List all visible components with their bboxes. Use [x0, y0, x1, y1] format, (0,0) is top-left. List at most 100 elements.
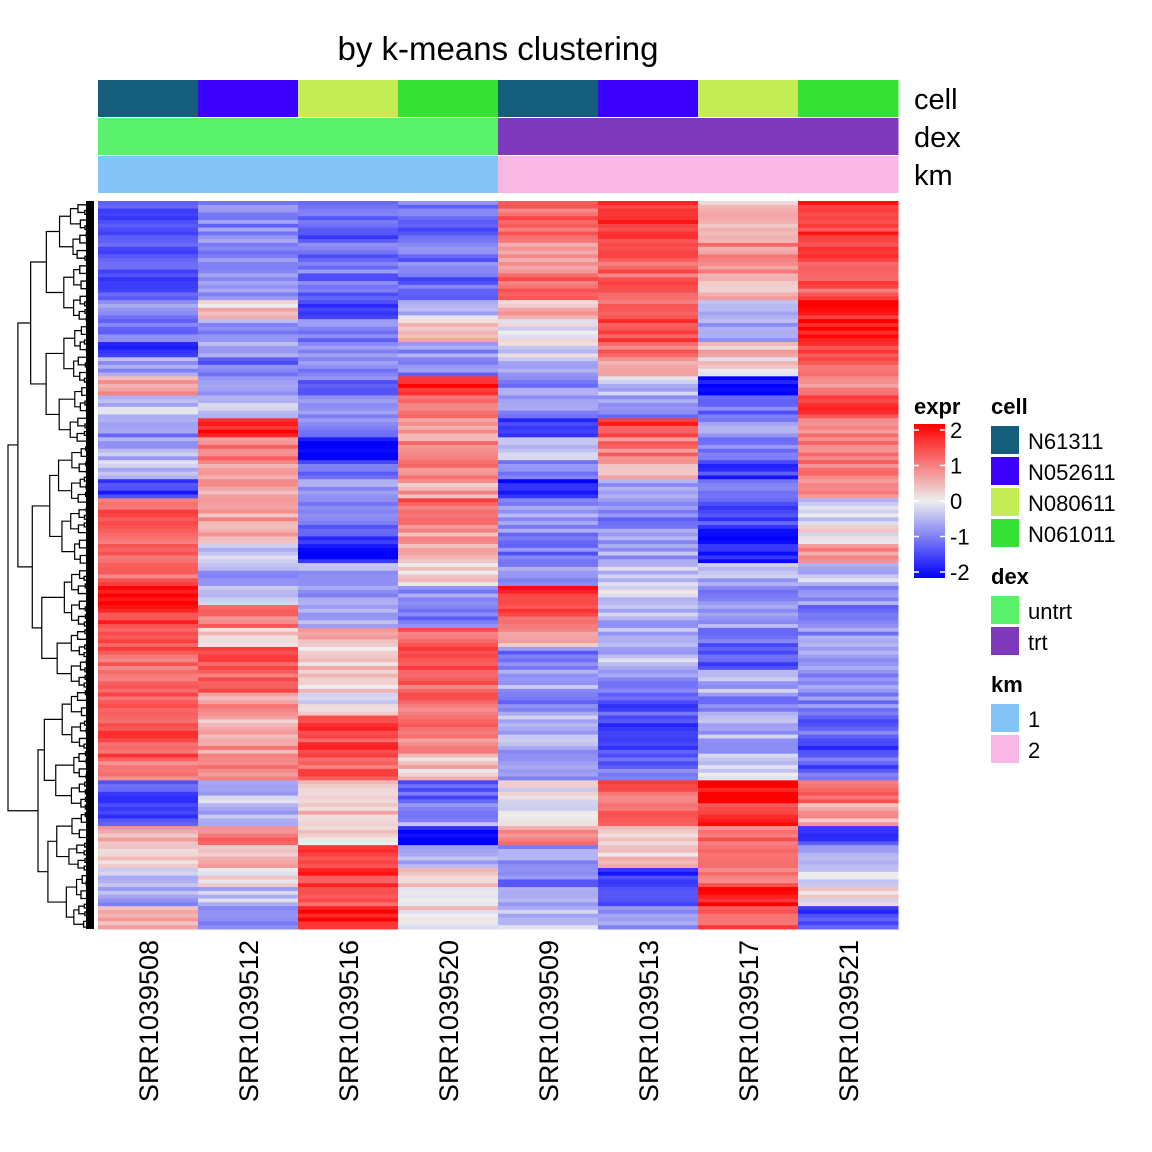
heatmap-cell	[98, 281, 199, 286]
heatmap-cell	[498, 326, 599, 332]
heatmap-cell	[498, 273, 599, 278]
heatmap-cell	[398, 627, 499, 633]
heatmap-cell	[698, 787, 799, 793]
heatmap-cell	[198, 563, 299, 568]
heatmap-cell	[498, 513, 599, 518]
heatmap-cell	[98, 860, 199, 865]
heatmap-cell	[298, 361, 399, 366]
heatmap-cell	[498, 601, 599, 606]
heatmap-cell	[498, 730, 599, 736]
heatmap-cell	[698, 624, 799, 629]
heatmap-cell	[198, 357, 299, 362]
heatmap-cell	[398, 696, 499, 701]
heatmap-cell	[398, 220, 499, 225]
heatmap-cell	[98, 593, 199, 598]
annotation-dex-cell	[398, 118, 499, 155]
heatmap-cell	[198, 826, 299, 831]
heatmap-cell	[298, 650, 399, 656]
heatmap-cell	[798, 326, 899, 332]
heatmap-cell	[198, 753, 299, 758]
heatmap-cell	[598, 208, 699, 213]
heatmap-cell	[698, 349, 799, 354]
dendrogram-branch	[70, 665, 81, 682]
heatmap-cell	[498, 585, 599, 591]
heatmap-cell	[398, 742, 499, 747]
heatmap-cell	[798, 784, 899, 789]
heatmap-cell	[398, 620, 499, 625]
heatmap-cell	[298, 585, 399, 591]
column-label: SRR1039516	[334, 940, 364, 1102]
heatmap-cell	[198, 620, 299, 625]
heatmap-cell	[398, 315, 499, 320]
dendrogram-branch	[74, 543, 81, 560]
heatmap-cell	[298, 780, 399, 785]
heatmap-cell	[98, 509, 199, 515]
heatmap-cell	[298, 624, 399, 629]
heatmap-cell	[198, 460, 299, 465]
heatmap-cell	[798, 505, 899, 511]
heatmap-cell	[398, 292, 499, 297]
heatmap-cell	[498, 631, 599, 637]
heatmap-cell	[198, 307, 299, 313]
heatmap-cell	[198, 909, 299, 915]
heatmap-cell	[398, 917, 499, 922]
heatmap-cell	[98, 410, 199, 415]
heatmap-cell	[398, 707, 499, 713]
heatmap-cell	[298, 521, 399, 526]
legend-title-cell: cell	[991, 394, 1028, 419]
heatmap-cell	[798, 201, 899, 206]
heatmap-cell	[498, 826, 599, 831]
legend-swatch	[991, 596, 1019, 624]
heatmap-cell	[798, 216, 899, 221]
heatmap-cell	[198, 803, 299, 808]
heatmap-cell	[798, 570, 899, 576]
heatmap-cell	[298, 532, 399, 537]
heatmap-cell	[398, 795, 499, 800]
heatmap-cell	[798, 342, 899, 347]
heatmap-cell	[298, 666, 399, 671]
annotation-cell-cell	[498, 80, 599, 117]
heatmap-cell	[98, 303, 199, 309]
heatmap-cell	[598, 650, 699, 656]
heatmap-cell	[598, 749, 699, 755]
heatmap-cell	[298, 524, 399, 530]
heatmap-cell	[698, 353, 799, 358]
heatmap-cell	[98, 357, 199, 362]
heatmap-cell	[298, 517, 399, 522]
heatmap-cell	[798, 852, 899, 858]
heatmap-cell	[98, 841, 199, 846]
heatmap-cell	[398, 254, 499, 259]
heatmap-cell	[298, 452, 399, 457]
heatmap-cell	[498, 361, 599, 366]
heatmap-cell	[698, 383, 799, 389]
heatmap-cell	[598, 570, 699, 576]
heatmap-cell	[98, 322, 199, 328]
heatmap-cell	[98, 418, 199, 423]
heatmap-cell	[98, 471, 199, 476]
heatmap-cell	[98, 486, 199, 492]
heatmap-cell	[498, 795, 599, 800]
dendrogram-branch	[56, 642, 72, 675]
heatmap-cell	[398, 578, 499, 583]
heatmap-cell	[198, 776, 299, 781]
heatmap-cell	[598, 380, 699, 385]
heatmap-cell	[498, 300, 599, 305]
heatmap-cell	[598, 227, 699, 232]
heatmap-cell	[698, 265, 799, 271]
heatmap-cell	[298, 490, 399, 495]
heatmap-cell	[298, 223, 399, 229]
heatmap-cell	[698, 658, 799, 663]
heatmap-cell	[798, 616, 899, 621]
heatmap-cell	[598, 822, 699, 827]
heatmap-cell	[698, 837, 799, 842]
heatmap-cell	[498, 521, 599, 526]
heatmap-cell	[498, 528, 599, 534]
colorbar-tick-label: 2	[950, 418, 962, 443]
heatmap-cell	[698, 505, 799, 511]
heatmap-cell	[798, 307, 899, 313]
heatmap-cell	[298, 261, 399, 267]
heatmap-cell	[298, 761, 399, 766]
heatmap-cell	[798, 726, 899, 732]
heatmap-cell	[398, 216, 499, 221]
heatmap-cell	[798, 418, 899, 423]
